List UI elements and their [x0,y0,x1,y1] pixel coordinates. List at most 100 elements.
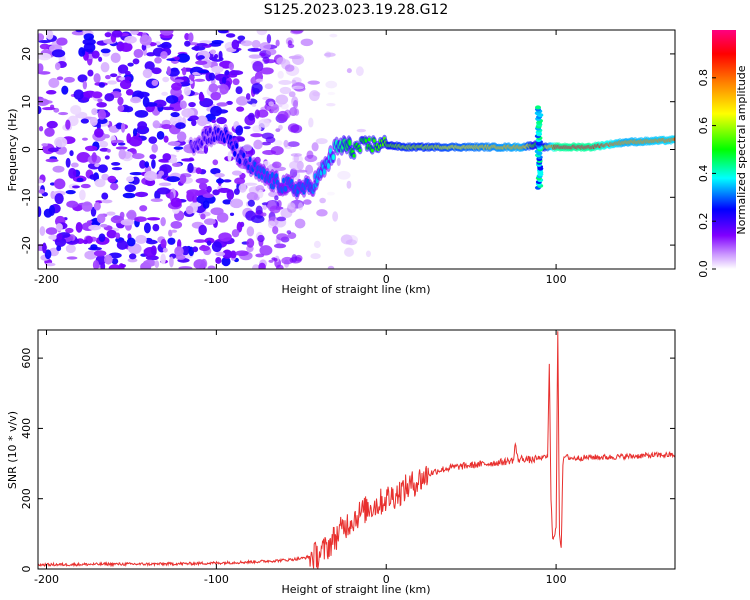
noise-blob [104,93,115,102]
noise-blob [278,80,292,86]
noise-blob [61,85,69,95]
noise-blob [56,76,64,81]
noise-blob [137,121,148,130]
noise-blob [211,119,217,124]
noise-blob [306,150,314,159]
noise-blob [65,157,71,168]
noise-blob [332,211,339,222]
noise-blob [294,108,300,116]
noise-blob [100,223,108,228]
noise-blob [124,35,137,44]
noise-blob [170,112,180,118]
noise-blob [192,246,199,253]
noise-blob [242,144,252,152]
noise-blob [124,184,136,193]
noise-blob [119,42,133,52]
noise-blob [45,90,57,95]
noise-blob [255,253,265,258]
noise-blob [63,76,75,83]
noise-blob [226,189,235,201]
noise-blob [255,78,264,83]
noise-blob [110,52,121,64]
noise-blob [229,250,237,259]
noise-blob [54,62,61,71]
noise-blob [51,49,66,58]
noise-blob [124,106,134,113]
snr-x-tick-label: 0 [383,573,390,586]
noise-blob [178,266,193,269]
noise-blob [290,30,304,34]
noise-blob [247,112,255,121]
noise-blob [194,78,206,82]
noise-blob [53,178,66,190]
noise-blob [208,83,219,93]
noise-blob [216,102,228,107]
noise-blob [260,67,274,75]
noise-blob [81,201,93,212]
noise-blob [188,101,196,108]
noise-blob [231,39,240,50]
colorbar-gradient [712,30,736,269]
noise-blob [227,151,232,162]
noise-blob [345,234,359,246]
noise-blob [146,217,161,221]
noise-blob [115,232,121,239]
noise-blob [152,120,161,129]
noise-blob [124,70,131,76]
noise-blob [197,55,205,60]
noise-blob [135,234,147,244]
noise-blob [181,158,195,162]
snr-x-label: Height of straight line (km) [281,583,430,596]
noise-blob [171,82,182,91]
noise-blob [210,167,221,175]
noise-blob [134,109,149,118]
noise-blob [229,70,244,76]
noise-blob [226,100,233,105]
noise-blob [133,48,144,58]
noise-blob [97,117,108,125]
noise-blob [267,220,276,229]
noise-blob [264,59,276,64]
noise-blob [160,253,166,265]
noise-blob [55,223,63,232]
noise-blob [172,79,185,83]
noise-blob [246,238,255,248]
noise-blob [193,259,207,269]
noise-blob [139,205,148,212]
noise-blob [196,43,208,47]
noise-blob [110,162,121,166]
noise-blob [356,128,367,133]
noise-blob [310,253,321,260]
noise-blob [162,247,168,253]
noise-blob [76,177,84,182]
noise-blob [324,51,331,59]
noise-blob [329,33,338,38]
noise-blob [126,211,137,219]
noise-blob [91,91,103,99]
noise-blob [197,69,210,74]
snr-y-tick-label: 600 [20,348,33,369]
noise-blob [187,162,194,174]
noise-blob [251,264,261,269]
noise-blob [83,42,96,53]
noise-blob [128,253,137,260]
noise-blob [75,30,83,33]
noise-blob [336,157,341,167]
noise-blob [211,39,224,45]
noise-blob [90,244,98,250]
noise-blob [132,128,138,137]
noise-blob [246,192,258,201]
noise-blob [84,145,98,152]
noise-blob [193,239,207,243]
noise-blob [298,202,304,211]
noise-blob [225,33,236,38]
noise-blob [97,109,107,120]
noise-blob [154,57,162,64]
noise-blob [56,245,62,252]
noise-blob [176,131,187,142]
noise-blob [188,32,194,43]
snr-y-label: SNR (10 * v/v) [6,411,19,489]
ridge-core [370,148,374,153]
noise-blob [93,73,101,84]
